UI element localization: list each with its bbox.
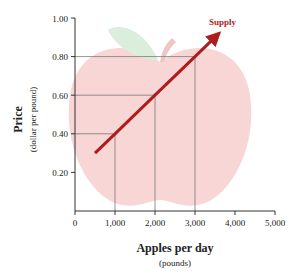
y-axis-subtitle: (dollar per pound) — [28, 87, 38, 152]
guide-vertical — [115, 134, 116, 211]
y-tick — [71, 95, 75, 96]
supply-line — [95, 33, 219, 153]
x-tick — [75, 211, 76, 215]
apple-stem — [160, 38, 176, 62]
guide-horizontal — [75, 56, 195, 57]
y-tick — [71, 172, 75, 173]
guide-vertical — [155, 95, 156, 211]
x-tick-label: 0 — [73, 218, 78, 228]
apple-leaf — [108, 27, 158, 60]
y-tick-label: 0.20 — [52, 168, 68, 178]
y-tick-label: 0.80 — [52, 52, 68, 62]
x-tick — [195, 211, 196, 215]
chart: 0.20 0.40 0.60 0.80 1.00 0 1,000 2,000 3,000 4,00… — [0, 0, 300, 279]
series-label: Supply — [209, 17, 237, 27]
x-tick-label: 4,000 — [225, 218, 246, 228]
apple-illustration — [69, 27, 252, 206]
x-tick-label: 3,000 — [185, 218, 206, 228]
y-tick — [71, 133, 75, 134]
x-tick — [275, 211, 276, 215]
y-tick-label: 1.00 — [52, 14, 68, 24]
y-tick — [71, 56, 75, 57]
x-tick-label: 1,000 — [105, 218, 126, 228]
x-tick — [115, 211, 116, 215]
guide-vertical — [195, 57, 196, 211]
guide-lines — [75, 57, 195, 211]
y-tick-label: 0.40 — [52, 129, 68, 139]
guide-horizontal — [75, 133, 115, 134]
x-axis-subtitle: (pounds) — [159, 258, 191, 268]
x-tick-label: 5,000 — [265, 218, 286, 228]
apple-body — [69, 48, 252, 206]
x-axis-title: Apples per day — [136, 241, 213, 255]
x-tick-label: 2,000 — [145, 218, 166, 228]
y-axis — [75, 18, 76, 211]
x-axis — [75, 211, 275, 212]
guide-horizontal — [75, 95, 155, 96]
y-tick — [71, 18, 75, 19]
x-tick — [235, 211, 236, 215]
y-axis-title: Price — [11, 106, 25, 133]
plot-area — [95, 33, 219, 153]
x-tick — [155, 211, 156, 215]
y-tick-label: 0.60 — [52, 91, 68, 101]
